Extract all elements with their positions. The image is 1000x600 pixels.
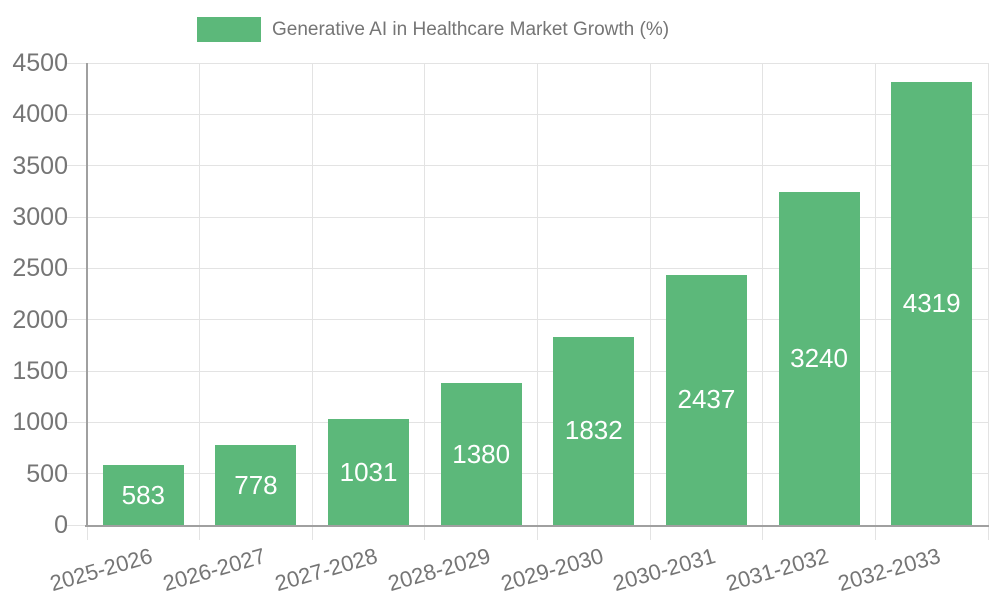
gridline-vertical	[537, 63, 538, 540]
y-axis-tick-label: 2500	[12, 254, 68, 283]
x-axis-tick-label: 2032-2033	[835, 543, 944, 597]
y-axis-tick-label: 4500	[12, 49, 68, 77]
plot-area: 0 500 1000 1500 2000 2500 3000 3500 4000 4500 583 2…	[12, 49, 989, 596]
x-axis-line	[85, 525, 989, 527]
y-axis-tick-label: 3000	[12, 203, 68, 231]
bar: 583	[102, 465, 184, 525]
bar-value-label: 1031	[339, 456, 398, 487]
gridline-horizontal	[66, 370, 988, 372]
gridline-vertical	[199, 63, 201, 540]
bar: 1380	[440, 383, 522, 525]
gridline-vertical	[987, 63, 989, 540]
gridline-horizontal	[66, 319, 988, 321]
bar-value-label: 1832	[564, 415, 623, 446]
bar: 3240	[778, 192, 860, 525]
bar: 1031	[328, 419, 410, 525]
bar: 1832	[553, 336, 635, 525]
x-axis-tick-label: 2029-2030	[497, 543, 606, 597]
gridline-horizontal	[66, 62, 988, 64]
bar: 778	[215, 445, 297, 525]
gridline-vertical	[762, 63, 764, 540]
x-axis-tick-label: 2025-2026	[47, 543, 156, 597]
y-axis-tick-label: 4000	[12, 100, 68, 129]
gridline-horizontal	[66, 113, 988, 115]
legend-label: Generative AI in Healthcare Market Growt…	[272, 18, 670, 40]
y-axis-tick-label: 1500	[12, 357, 68, 385]
bar: 4319	[891, 81, 973, 525]
bar-value-label: 4319	[902, 287, 961, 318]
bar-value-label: 583	[121, 479, 165, 510]
gridline-vertical	[874, 63, 876, 540]
bar-value-label: 3240	[790, 343, 848, 374]
y-axis-spine	[86, 63, 88, 527]
gridline-horizontal	[66, 421, 988, 423]
gridline-vertical	[311, 63, 313, 540]
legend: Generative AI in Healthcare Market Growt…	[197, 17, 669, 42]
y-axis-tick-label: 0	[54, 511, 68, 539]
gridline-horizontal	[66, 473, 988, 475]
x-axis-tick-label: 2026-2027	[159, 543, 268, 597]
x-axis-tick-label: 2030-2031	[610, 543, 719, 597]
gridline-vertical	[424, 63, 426, 540]
bar-value-label: 2437	[677, 384, 736, 415]
y-axis-tick-label: 500	[26, 459, 68, 488]
y-axis-tick-label: 1000	[12, 408, 68, 437]
x-axis-tick-label: 2031-2032	[722, 543, 831, 597]
bar: 2437	[665, 274, 747, 525]
gridline-horizontal	[66, 267, 988, 269]
bar-value-label: 778	[234, 469, 278, 500]
bar-value-label: 1380	[452, 438, 511, 469]
y-axis-tick-label: 3500	[12, 151, 68, 180]
gridline-horizontal	[66, 165, 988, 167]
x-axis-tick-label: 2027-2028	[272, 543, 381, 597]
legend-swatch	[197, 17, 261, 42]
y-axis-tick-label: 2000	[12, 305, 68, 334]
gridline-vertical	[649, 63, 651, 540]
gridline-horizontal	[66, 216, 988, 218]
x-axis-tick-label: 2028-2029	[385, 543, 494, 597]
